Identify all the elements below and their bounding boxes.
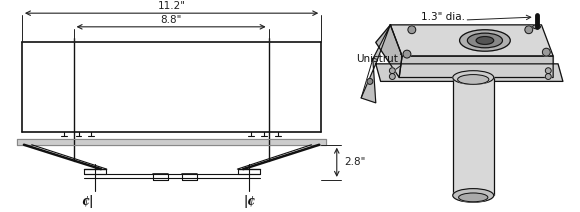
Text: 8.8": 8.8" xyxy=(161,15,182,25)
Circle shape xyxy=(545,74,551,80)
Polygon shape xyxy=(376,64,563,81)
Circle shape xyxy=(389,74,395,80)
Text: 11.2": 11.2" xyxy=(158,1,186,11)
Text: Unistrut´: Unistrut´ xyxy=(356,54,404,64)
Text: 2.8": 2.8" xyxy=(345,157,366,167)
Polygon shape xyxy=(361,25,390,103)
Polygon shape xyxy=(399,56,553,78)
Polygon shape xyxy=(390,25,553,56)
Ellipse shape xyxy=(467,33,502,48)
Ellipse shape xyxy=(453,71,494,84)
Circle shape xyxy=(408,26,416,34)
Circle shape xyxy=(525,26,532,34)
Text: |¢: |¢ xyxy=(243,195,256,208)
FancyBboxPatch shape xyxy=(453,78,494,195)
Ellipse shape xyxy=(459,193,488,202)
Text: ¢|: ¢| xyxy=(81,195,94,208)
Circle shape xyxy=(542,48,550,56)
Ellipse shape xyxy=(459,30,510,51)
Circle shape xyxy=(389,68,395,74)
Ellipse shape xyxy=(532,25,541,29)
Ellipse shape xyxy=(476,36,494,44)
Circle shape xyxy=(545,68,551,74)
Text: 1.3" dia.: 1.3" dia. xyxy=(420,12,465,22)
Ellipse shape xyxy=(458,75,489,84)
Circle shape xyxy=(367,78,373,84)
Circle shape xyxy=(403,50,411,58)
Polygon shape xyxy=(376,25,402,78)
Ellipse shape xyxy=(453,189,494,202)
